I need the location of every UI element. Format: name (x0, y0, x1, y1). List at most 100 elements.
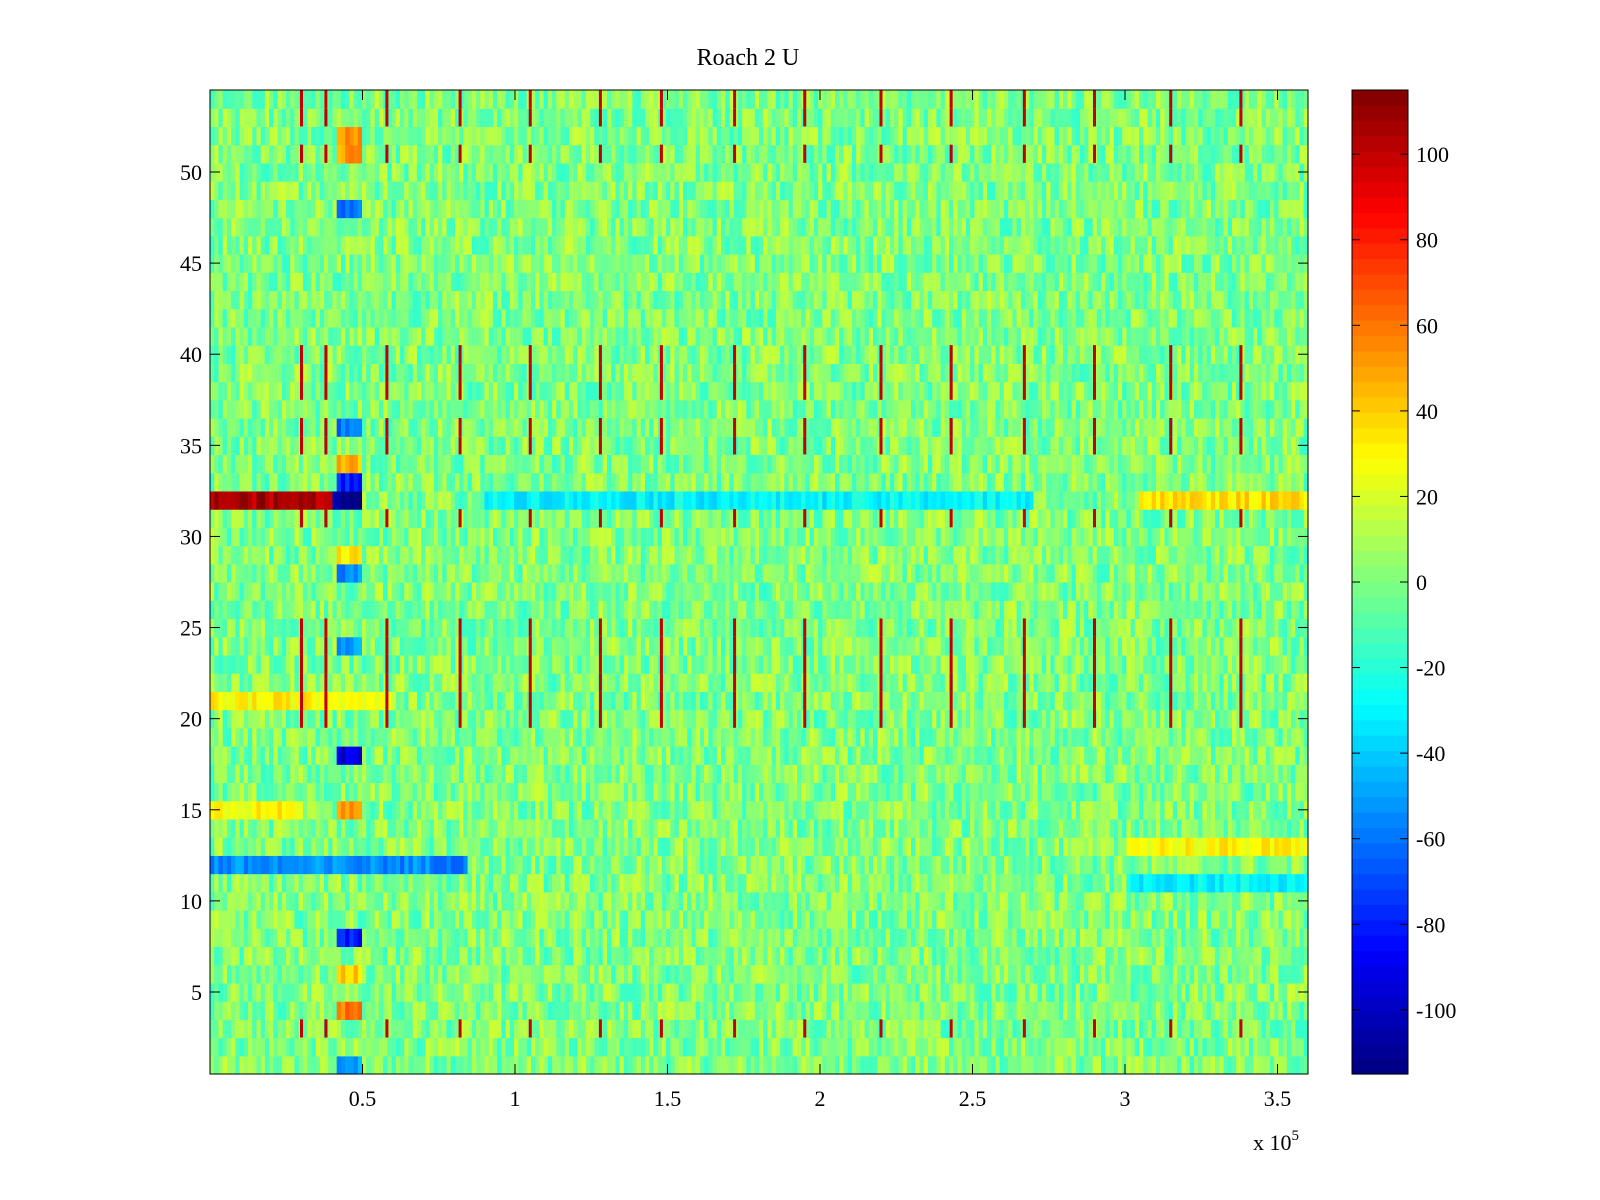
heatmap-cell (695, 891, 701, 911)
heatmap-cell (712, 1001, 718, 1020)
heatmap-cell (442, 818, 448, 838)
heatmap-cell (530, 873, 536, 893)
heatmap-cell (1134, 873, 1140, 893)
heatmap-cell (222, 964, 228, 984)
heatmap-cell (763, 946, 769, 966)
heatmap-cell (302, 1001, 308, 1020)
heatmap-cell (792, 1001, 798, 1020)
heatmap-cell (336, 855, 342, 875)
heatmap-cell (1181, 855, 1187, 875)
heatmap-cell (742, 800, 747, 820)
heatmap-cell (243, 782, 249, 802)
heatmap-cell (488, 764, 494, 784)
heatmap-cell (210, 1055, 215, 1075)
heatmap-cell (628, 891, 633, 911)
heatmap-cell (1227, 873, 1233, 893)
heatmap-cell (425, 818, 431, 838)
heatmap-cell (256, 946, 262, 966)
heatmap-cell (1058, 818, 1064, 838)
heatmap-cell (805, 855, 811, 875)
heatmap-cell (577, 764, 583, 784)
heatmap-cell (522, 910, 528, 929)
heatmap-cell (839, 837, 845, 856)
heatmap-cell (476, 946, 481, 966)
heatmap-cell (1189, 800, 1195, 820)
heatmap-cell (421, 800, 426, 820)
heatmap-cell (298, 1055, 304, 1075)
heatmap-cell (429, 1055, 435, 1075)
heatmap-cell (1113, 855, 1119, 875)
heatmap-cell (340, 764, 346, 784)
heatmap-cell (860, 1037, 866, 1057)
heatmap-cell (1198, 818, 1204, 838)
heatmap-cell (530, 1037, 536, 1057)
heatmap-cell (324, 837, 329, 856)
heatmap-cell (750, 727, 756, 747)
heatmap-cell (670, 1019, 676, 1039)
heatmap-cell (1299, 1019, 1305, 1039)
heatmap-cell (987, 782, 992, 802)
heatmap-cell (1236, 800, 1242, 820)
heatmap-cell (691, 764, 697, 784)
heatmap-cell (239, 928, 245, 948)
heatmap-cell (252, 782, 258, 802)
heatmap-cell (509, 964, 515, 984)
heatmap-cell (269, 837, 274, 856)
heatmap-cell (1016, 855, 1022, 875)
heatmap-cell (746, 982, 752, 1002)
heatmap-cell (488, 982, 494, 1002)
heatmap-cell (1257, 1037, 1263, 1057)
heatmap-cell (1210, 818, 1216, 838)
heatmap-cell (932, 1037, 937, 1057)
heatmap-cell (653, 837, 659, 856)
heatmap-cell (1063, 1055, 1068, 1075)
heatmap-cell (982, 982, 988, 1002)
heatmap-cell (311, 709, 317, 729)
heatmap-cell (311, 891, 317, 911)
heatmap-cell (594, 873, 600, 893)
heatmap-cell (889, 782, 895, 802)
heatmap-cell (514, 964, 519, 984)
heatmap-cell (1206, 837, 1212, 856)
heatmap-cell (792, 964, 798, 984)
heatmap-cell (294, 873, 300, 893)
heatmap-cell (1143, 1001, 1149, 1020)
heatmap-cell (530, 800, 536, 820)
heatmap-cell (277, 782, 283, 802)
heatmap-cell (273, 1055, 279, 1075)
heatmap-cell (704, 1055, 709, 1075)
heatmap-cell (1286, 946, 1292, 966)
heatmap-cell (421, 818, 426, 838)
heatmap-cell (408, 1055, 414, 1075)
heatmap-cell (1286, 855, 1292, 875)
heatmap-cell (788, 946, 794, 966)
heatmap-cell (792, 837, 798, 856)
heatmap-cell (932, 764, 937, 784)
heatmap-cell (1012, 1019, 1018, 1039)
heatmap-cell (1265, 928, 1271, 948)
heatmap-cell (467, 982, 473, 1002)
heatmap-cell (687, 837, 693, 856)
heatmap-cell (480, 837, 486, 856)
heatmap-cell (953, 1019, 959, 1039)
heatmap-cell (898, 982, 904, 1002)
heatmap-cell (704, 946, 709, 966)
heatmap-cell (480, 873, 486, 893)
heatmap-cell (1202, 727, 1208, 747)
heatmap-cell (953, 1001, 959, 1020)
heatmap-cell (932, 818, 937, 838)
heatmap-cell (885, 910, 891, 929)
heatmap-cell (564, 891, 570, 911)
heatmap-cell (1189, 910, 1195, 929)
heatmap-cell (894, 837, 899, 856)
heatmap-cell (889, 928, 895, 948)
heatmap-cell (235, 928, 241, 948)
heatmap-cell (281, 982, 287, 1002)
heatmap-cell (1067, 800, 1073, 820)
heatmap-cell (501, 800, 507, 820)
heatmap-cell (256, 982, 262, 1002)
heatmap-cell (640, 837, 646, 856)
heatmap-cell (1117, 818, 1123, 838)
heatmap-cell (214, 910, 220, 929)
heatmap-cell (374, 928, 380, 948)
